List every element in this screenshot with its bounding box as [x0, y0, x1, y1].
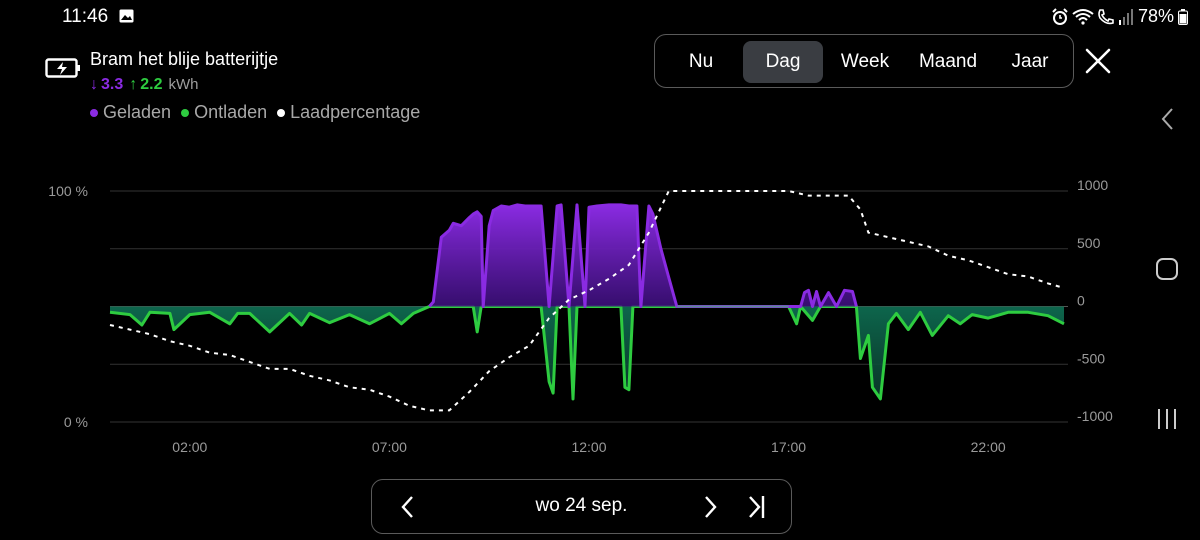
series-laadpercentage-line	[109, 190, 1065, 412]
x-tick-label: 02:00	[172, 439, 207, 455]
charged-value: 3.3	[101, 76, 124, 93]
y-right-tick-label: 500	[1077, 235, 1101, 251]
nav-back-icon[interactable]	[1158, 106, 1178, 132]
x-tick-label: 17:00	[771, 439, 806, 455]
chart-soc-line	[109, 190, 1065, 412]
y-right-tick-label: -500	[1077, 350, 1105, 366]
previous-day-icon[interactable]	[396, 492, 420, 522]
legend-dot-geladen	[90, 108, 98, 117]
nav-recents-icon[interactable]	[1156, 408, 1178, 430]
series-geladen-line	[428, 203, 858, 308]
chart-axis-labels: 100 % 0 % 1000 500 0 -500 -1000 02:00 07:00 12:00…	[48, 177, 1113, 455]
status-right: 78%	[1051, 6, 1188, 27]
energy-summary: ↓ 3.3 ↑ 2.2 kWh	[90, 76, 199, 94]
x-tick-label: 22:00	[971, 439, 1006, 455]
date-label: wo 24 sep.	[535, 495, 628, 516]
charged-arrow-icon: ↓	[90, 76, 98, 93]
period-selector: Nu Dag Week Maand Jaar	[654, 34, 1074, 88]
next-day-icon[interactable]	[698, 492, 722, 522]
gallery-notification-icon	[119, 9, 134, 23]
y-right-tick-label: 0	[1077, 293, 1085, 309]
discharged-arrow-icon: ↑	[129, 76, 138, 93]
y-left-tick-label: 0 %	[64, 414, 88, 430]
series-geladen-area	[429, 204, 857, 307]
y-left-tick-label: 100 %	[48, 183, 88, 199]
home-battery-icon	[45, 58, 80, 78]
tab-dag[interactable]: Dag	[743, 41, 823, 83]
signal-icon	[1118, 8, 1133, 25]
tab-week[interactable]: Week	[840, 51, 890, 72]
device-name: Bram het blije batterijtje	[90, 49, 279, 69]
last-day-icon[interactable]	[744, 492, 768, 522]
battery-percentage: 78%	[1137, 6, 1174, 26]
x-tick-label: 12:00	[571, 439, 606, 455]
date-navigator: wo 24 sep.	[371, 479, 792, 534]
discharged-value: 2.2	[140, 76, 163, 93]
chart-areas	[109, 203, 1065, 401]
legend-label-geladen: Geladen	[103, 102, 172, 122]
legend-item-laadpercentage: Laadpercentage	[277, 102, 420, 123]
wifi-icon	[1072, 8, 1094, 25]
y-right-tick-label: -1000	[1077, 408, 1113, 424]
phone-battery-icon	[1178, 8, 1188, 25]
legend-label-ontladen: Ontladen	[194, 102, 268, 122]
wifi-call-icon	[1098, 8, 1114, 24]
series-ontladen-line	[109, 305, 1065, 401]
energy-chart: 100 % 0 % 1000 500 0 -500 -1000 02:00 07:00 12:00…	[48, 177, 1113, 455]
nav-home-icon[interactable]	[1155, 257, 1179, 281]
status-time: 11:46	[62, 6, 109, 27]
x-tick-label: 07:00	[372, 439, 407, 455]
close-icon[interactable]	[1083, 46, 1113, 76]
legend-item-geladen: Geladen	[90, 102, 171, 123]
alarm-icon	[1052, 7, 1068, 25]
y-right-tick-label: 1000	[1077, 177, 1108, 193]
energy-unit: kWh	[168, 76, 199, 93]
tab-maand[interactable]: Maand	[918, 51, 978, 72]
legend-label-laadpercentage: Laadpercentage	[290, 102, 421, 122]
legend-item-ontladen: Ontladen	[181, 102, 267, 123]
series-ontladen-area	[110, 306, 1064, 399]
legend-dot-ontladen	[181, 108, 190, 117]
tab-nu[interactable]: Nu	[688, 51, 714, 72]
legend-dot-laadpercentage	[277, 108, 286, 117]
tab-jaar[interactable]: Jaar	[1011, 51, 1049, 72]
chart-legend: Geladen Ontladen Laadpercentage	[90, 102, 420, 123]
